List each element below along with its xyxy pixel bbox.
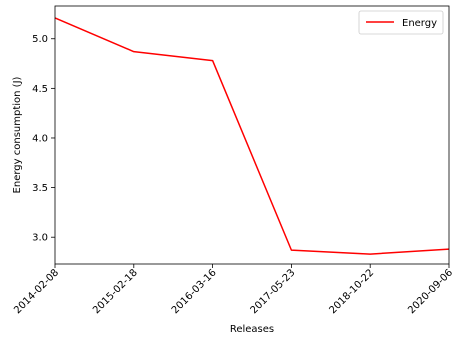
y-tick-label: 3.0 [32, 233, 48, 244]
y-tick-label: 3.5 [32, 183, 48, 194]
x-tick-label: 2016-03-16 [170, 267, 219, 316]
x-tick-label: 2014-02-08 [12, 267, 61, 316]
x-tick-label: 2015-02-18 [91, 267, 140, 316]
legend-label-energy: Energy [402, 18, 437, 29]
x-tick-label: 2017-05-23 [249, 267, 298, 316]
y-tick-label: 4.0 [32, 133, 48, 144]
plot-area [55, 6, 449, 264]
y-tick-label: 5.0 [32, 34, 48, 45]
plot-frame [54, 5, 450, 265]
x-tick-label: 2020-09-06 [406, 267, 455, 316]
x-tick-label: 2018-10-22 [327, 267, 376, 316]
y-tick-label: 4.5 [32, 84, 48, 95]
x-axis-label: Releases [230, 324, 274, 335]
y-axis-label: Energy consumption (J) [12, 76, 23, 193]
legend: Energy [358, 10, 444, 35]
series-line-energy [54, 17, 450, 255]
legend-box [358, 10, 444, 35]
